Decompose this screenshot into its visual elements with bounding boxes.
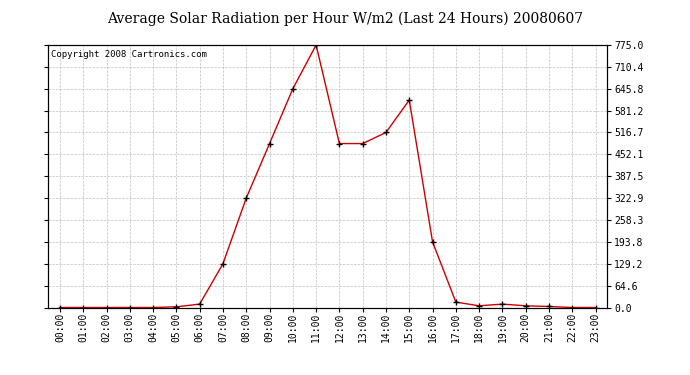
Text: Copyright 2008 Cartronics.com: Copyright 2008 Cartronics.com [51,50,207,59]
Text: Average Solar Radiation per Hour W/m2 (Last 24 Hours) 20080607: Average Solar Radiation per Hour W/m2 (L… [107,11,583,26]
